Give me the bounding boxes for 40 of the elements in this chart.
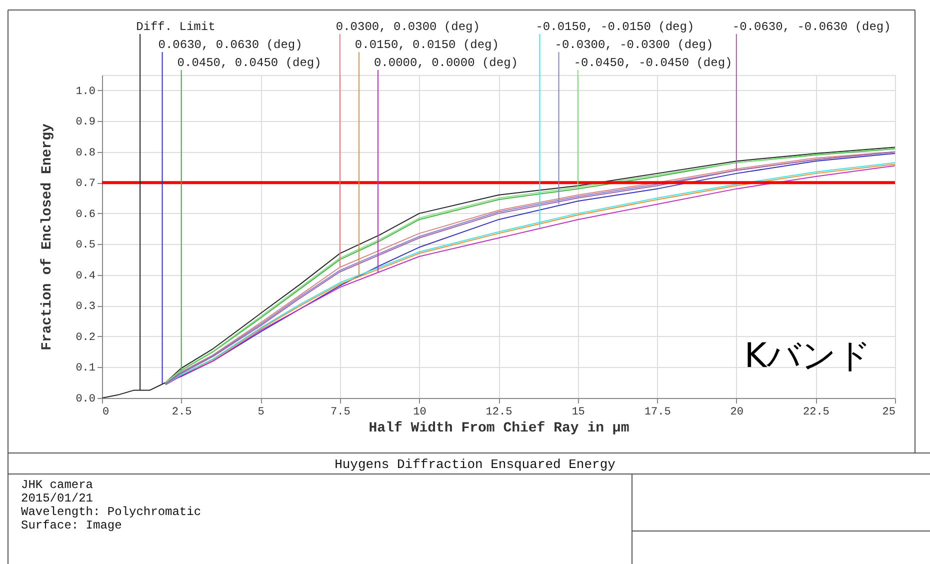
x-tick-label: 2.5 — [172, 406, 192, 418]
x-axis-title: Half Width From Chief Ray in µm — [368, 420, 630, 436]
x-tick-label: 22.5 — [802, 406, 830, 418]
y-tick-label: 0.9 — [76, 116, 96, 129]
annotation: 0.0150, 0.0150 (deg) — [354, 38, 499, 52]
x-tick-label: 15 — [572, 406, 585, 418]
y-tick-label: 0.1 — [76, 362, 96, 375]
annotation: 0.0450, 0.0450 (deg) — [177, 56, 322, 70]
x-tick-label: 5 — [258, 406, 264, 418]
text: 2015/01/21 — [21, 492, 94, 506]
x-tick-label: 12.5 — [486, 406, 512, 418]
annotation: 0.0000, 0.0000 (deg) — [374, 56, 518, 70]
annotation: 0.0300, 0.0300 (deg) — [336, 20, 480, 34]
annotation: Diff. Limit — [136, 20, 216, 34]
y-tick-label: 0.5 — [76, 240, 96, 252]
annotation: Kバンド — [744, 336, 872, 376]
x-tick-label: 0 — [102, 406, 110, 418]
text: Surface: Image — [21, 518, 122, 532]
annotation: -0.0300, -0.0300 (deg) — [554, 38, 714, 52]
y-tick-label: 0.3 — [76, 301, 96, 314]
annotation: -0.0150, -0.0150 (deg) — [536, 20, 694, 34]
x-tick-label: 10 — [413, 406, 426, 418]
y-tick-label: 1.0 — [76, 86, 96, 98]
y-tick-label: 0.6 — [76, 208, 96, 221]
y-tick-label: 0.2 — [76, 332, 96, 344]
annotation: 0.0630, 0.0630 (deg) — [158, 38, 302, 52]
y-tick-label: 0.8 — [76, 147, 96, 160]
x-tick-label: 20 — [730, 406, 744, 418]
x-tick-label: 17.5 — [644, 406, 671, 418]
annotation: -0.0450, -0.0450 (deg) — [574, 56, 732, 70]
x-tick-label: 7.5 — [330, 406, 350, 418]
text: Huygens Diffraction Ensquared Energy — [334, 457, 616, 472]
y-tick-label: 0.4 — [76, 270, 96, 282]
text: JHK camera — [21, 478, 94, 492]
text: Wavelength: Polychromatic — [21, 505, 202, 519]
y-tick-label: 0.7 — [76, 178, 96, 190]
annotation: -0.0630, -0.0630 (deg) — [732, 20, 891, 34]
x-tick-label: 25 — [882, 406, 896, 418]
y-axis-title: Fraction of Enclosed Energy — [40, 122, 56, 350]
y-tick-label: 0.0 — [76, 394, 96, 406]
